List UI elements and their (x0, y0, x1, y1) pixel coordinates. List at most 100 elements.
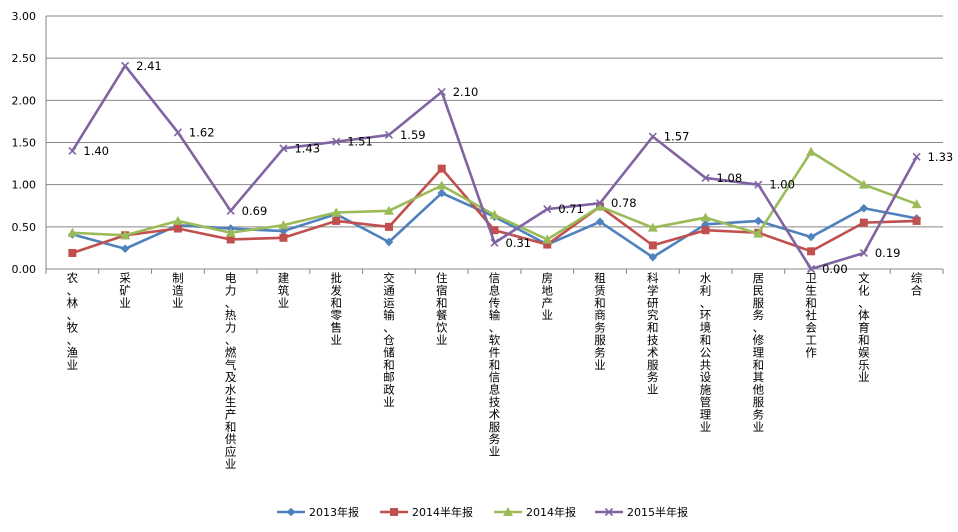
data-point (542, 234, 553, 244)
category-labels: 农、林、牧、渔业 采矿业 制造业 电力、热力、燃气及水生产和供应业 建筑业 批发和零售业 交… (67, 271, 923, 471)
marker-stroke (121, 61, 130, 70)
data-point (279, 226, 288, 236)
data-label: 0.71 (558, 202, 584, 216)
data-point (68, 146, 77, 155)
data-label: 1.08 (717, 171, 743, 185)
data-point (278, 220, 289, 230)
marker-stroke (68, 146, 77, 155)
marker-stroke (332, 137, 341, 146)
data-point (648, 252, 658, 262)
marker-stroke (604, 507, 614, 517)
data-point (332, 137, 341, 146)
data-point (859, 203, 869, 213)
y-tick-label: 0.00 (12, 263, 37, 276)
legend-marker (286, 507, 296, 517)
series-line (71, 64, 918, 271)
legend-marker (503, 507, 513, 516)
data-point (437, 188, 447, 198)
data-point (173, 128, 182, 137)
data-label: 2.41 (136, 59, 162, 73)
series-lines (67, 61, 922, 274)
data-point (383, 205, 394, 215)
data-point (332, 216, 341, 225)
category-label: 文化、体育和娱乐业 (858, 271, 870, 384)
data-label: 0.31 (506, 236, 532, 250)
data-label: 1.00 (769, 178, 795, 192)
data-point (648, 241, 657, 250)
axes: 0.00 0.50 1.00 1.50 2.00 2.50 3.00 (12, 10, 944, 276)
data-point (120, 230, 131, 240)
data-point (859, 218, 868, 227)
data-point (912, 216, 921, 225)
legend-label: 2014半年报 (412, 505, 473, 519)
data-point (647, 222, 658, 232)
data-point (700, 212, 711, 222)
marker-stroke (279, 144, 288, 153)
category-label: 建筑业 (278, 271, 290, 310)
data-point (806, 146, 817, 156)
data-label: 1.51 (347, 135, 373, 149)
y-tick-label: 2.00 (12, 94, 37, 107)
category-label: 信息传输、软件和信息技术服务业 (489, 271, 501, 459)
y-tick-label: 1.50 (12, 137, 37, 150)
data-point (859, 248, 868, 258)
data-point (331, 207, 342, 217)
marker-stroke (754, 180, 763, 189)
marker-stroke (490, 238, 499, 247)
data-point (279, 233, 288, 242)
category-label: 卫生和社会工作 (805, 271, 817, 359)
data-label: 0.69 (242, 204, 268, 218)
data-point (384, 222, 393, 231)
data-point (543, 205, 552, 214)
category-label: 科学研究和技术服务业 (647, 271, 659, 397)
marker-stroke (226, 206, 235, 215)
category-label: 租赁和商务服务业 (594, 271, 606, 372)
y-tick-label: 0.50 (12, 221, 37, 234)
data-label: 1.62 (189, 125, 215, 139)
legend-label: 2015半年报 (627, 505, 688, 519)
category-label: 综合 (911, 271, 923, 297)
category-label: 居民服务、修理和其他服务业 (753, 271, 765, 434)
data-point (753, 228, 764, 238)
data-point (490, 238, 499, 247)
data-point (384, 130, 394, 139)
data-point (807, 247, 816, 256)
marker-stroke (384, 130, 394, 139)
category-label: 住宿和餐饮业 (436, 271, 448, 347)
data-point (489, 210, 500, 220)
marker-stroke (173, 128, 182, 137)
category-label: 交通运输、仓储和邮政业 (383, 271, 395, 409)
data-label: 0.00 (822, 262, 848, 276)
data-point (701, 220, 710, 229)
data-point (912, 152, 921, 161)
y-tick-label: 1.00 (12, 179, 37, 192)
data-label: 2.10 (453, 85, 479, 99)
marker-stroke (912, 152, 921, 161)
data-point (67, 227, 78, 237)
data-label: 1.43 (294, 141, 320, 155)
data-point (437, 87, 446, 96)
data-point (543, 240, 552, 249)
marker-stroke (859, 248, 868, 258)
category-label: 制造业 (172, 271, 184, 310)
data-point (701, 173, 710, 182)
data-point (595, 217, 605, 227)
category-label: 水利、环境和公共设施管理业 (700, 271, 712, 434)
category-label: 农、林、牧、渔业 (67, 271, 79, 372)
legend-marker (604, 507, 614, 517)
data-label: 1.40 (83, 144, 109, 158)
data-point (911, 199, 922, 209)
data-point (754, 216, 763, 226)
data-point (225, 227, 236, 237)
data-point (436, 180, 447, 190)
data-point (121, 61, 130, 70)
legend: 2013年报 2014半年报 2014年报 2015半年报 (277, 505, 688, 519)
data-point (807, 264, 816, 274)
data-point (172, 215, 183, 225)
category-label: 电力、热力、燃气及水生产和供应业 (225, 271, 237, 471)
data-label: 0.78 (611, 196, 637, 210)
y-tick-label: 3.00 (12, 10, 37, 23)
data-point (595, 199, 605, 208)
data-label: 1.57 (664, 130, 690, 144)
